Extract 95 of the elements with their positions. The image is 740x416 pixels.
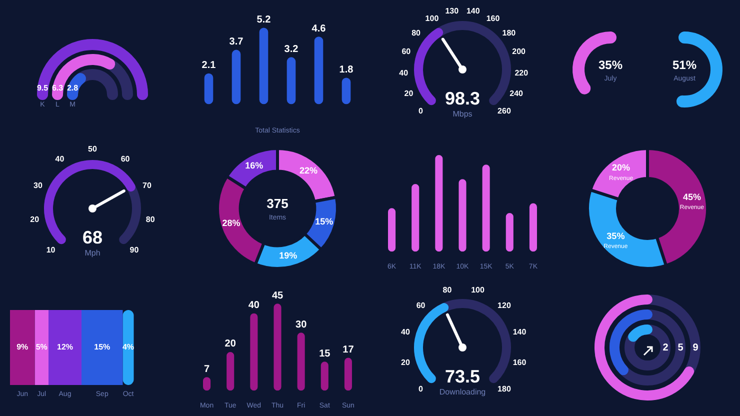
text: 73.5 <box>444 366 480 386</box>
bar <box>529 203 537 252</box>
data-label: 15% <box>315 216 334 227</box>
data-label: 4% <box>122 342 134 352</box>
bar <box>122 310 134 385</box>
data-label: 17 <box>342 344 354 356</box>
data-label: 35% <box>606 230 625 241</box>
text: 90 <box>130 245 140 254</box>
data-label: 22% <box>299 166 318 176</box>
data-label: 7 <box>204 364 210 375</box>
text: 80 <box>442 286 452 295</box>
bar <box>34 310 48 385</box>
data-label: 5 <box>678 342 684 354</box>
bar <box>82 310 123 385</box>
data-label: 9 <box>692 342 699 354</box>
text: Mph <box>84 248 100 258</box>
data-label: 16% <box>245 160 264 170</box>
bar <box>458 179 466 252</box>
bar <box>226 352 234 391</box>
text: 60 <box>416 300 426 310</box>
text: 80 <box>146 215 156 224</box>
text: 40 <box>399 68 409 78</box>
data-label: 3.7 <box>229 36 244 48</box>
data-label: 15 <box>319 348 331 360</box>
bar <box>286 57 296 104</box>
text: 240 <box>510 88 524 98</box>
data-label: 28% <box>222 218 240 228</box>
text: 40 <box>401 327 411 336</box>
bar <box>259 28 268 104</box>
text: 200 <box>512 47 526 56</box>
text: 80 <box>412 28 422 38</box>
data-label: 15% <box>94 342 110 352</box>
data-label: 40 <box>248 300 260 312</box>
text: 50 <box>88 144 98 154</box>
data-label: 30 <box>296 319 308 330</box>
text: Mbps <box>452 110 472 119</box>
text: 160 <box>512 358 527 367</box>
data-label: 20% <box>612 162 630 173</box>
data-label: 2 <box>662 342 669 354</box>
text: 100 <box>471 286 485 295</box>
bar <box>250 313 258 391</box>
bar <box>314 36 324 104</box>
data-label: 5% <box>36 342 48 352</box>
data-label: 4.6 <box>312 23 326 34</box>
text: 260 <box>498 106 512 116</box>
data-label: 1.8 <box>339 64 354 76</box>
bar <box>344 358 352 391</box>
bar <box>482 164 490 252</box>
text: 0 <box>418 106 424 116</box>
text: 60 <box>120 154 130 164</box>
data-label: 20 <box>224 338 236 350</box>
text: 180 <box>502 28 516 38</box>
text: 160 <box>486 14 500 24</box>
text: Downloading <box>439 388 486 397</box>
text: 10 <box>46 245 56 254</box>
text: 375 <box>266 196 288 212</box>
bar <box>412 184 420 252</box>
text: 140 <box>512 327 527 336</box>
bar <box>297 332 305 391</box>
text: 30 <box>34 181 43 190</box>
text: 130 <box>445 6 460 16</box>
data-label: 45 <box>272 290 284 302</box>
bar <box>388 208 396 252</box>
text: 100 <box>425 14 440 24</box>
text: 40 <box>55 154 65 164</box>
bar <box>204 73 214 104</box>
text: 140 <box>466 6 480 16</box>
bar <box>320 362 328 391</box>
data-label: 2.1 <box>202 60 216 72</box>
text: 98.3 <box>444 88 480 108</box>
data-label: 19% <box>279 250 298 260</box>
data-label: 5.2 <box>256 14 272 26</box>
bar <box>10 310 35 385</box>
bar <box>435 155 443 252</box>
text: 180 <box>498 384 512 394</box>
data-label: 9.5 <box>36 84 49 93</box>
data-label: 12% <box>56 342 74 352</box>
data-label: 35% <box>598 58 623 72</box>
data-label: 9% <box>16 342 28 352</box>
data-label: 3.2 <box>284 44 299 55</box>
data-label: 51% <box>672 58 697 72</box>
text: 70 <box>142 181 152 190</box>
text: 68 <box>82 227 103 248</box>
text: 20 <box>404 88 414 98</box>
data-label: 45% <box>682 192 701 202</box>
bar <box>506 212 514 252</box>
text: 0 <box>418 384 424 394</box>
bar <box>274 304 282 391</box>
text: 220 <box>514 68 529 78</box>
bar <box>48 310 82 385</box>
text: 120 <box>498 300 512 310</box>
text: 20 <box>401 358 411 367</box>
bar <box>232 50 241 104</box>
text: 60 <box>402 47 412 56</box>
text: 20 <box>30 215 40 224</box>
